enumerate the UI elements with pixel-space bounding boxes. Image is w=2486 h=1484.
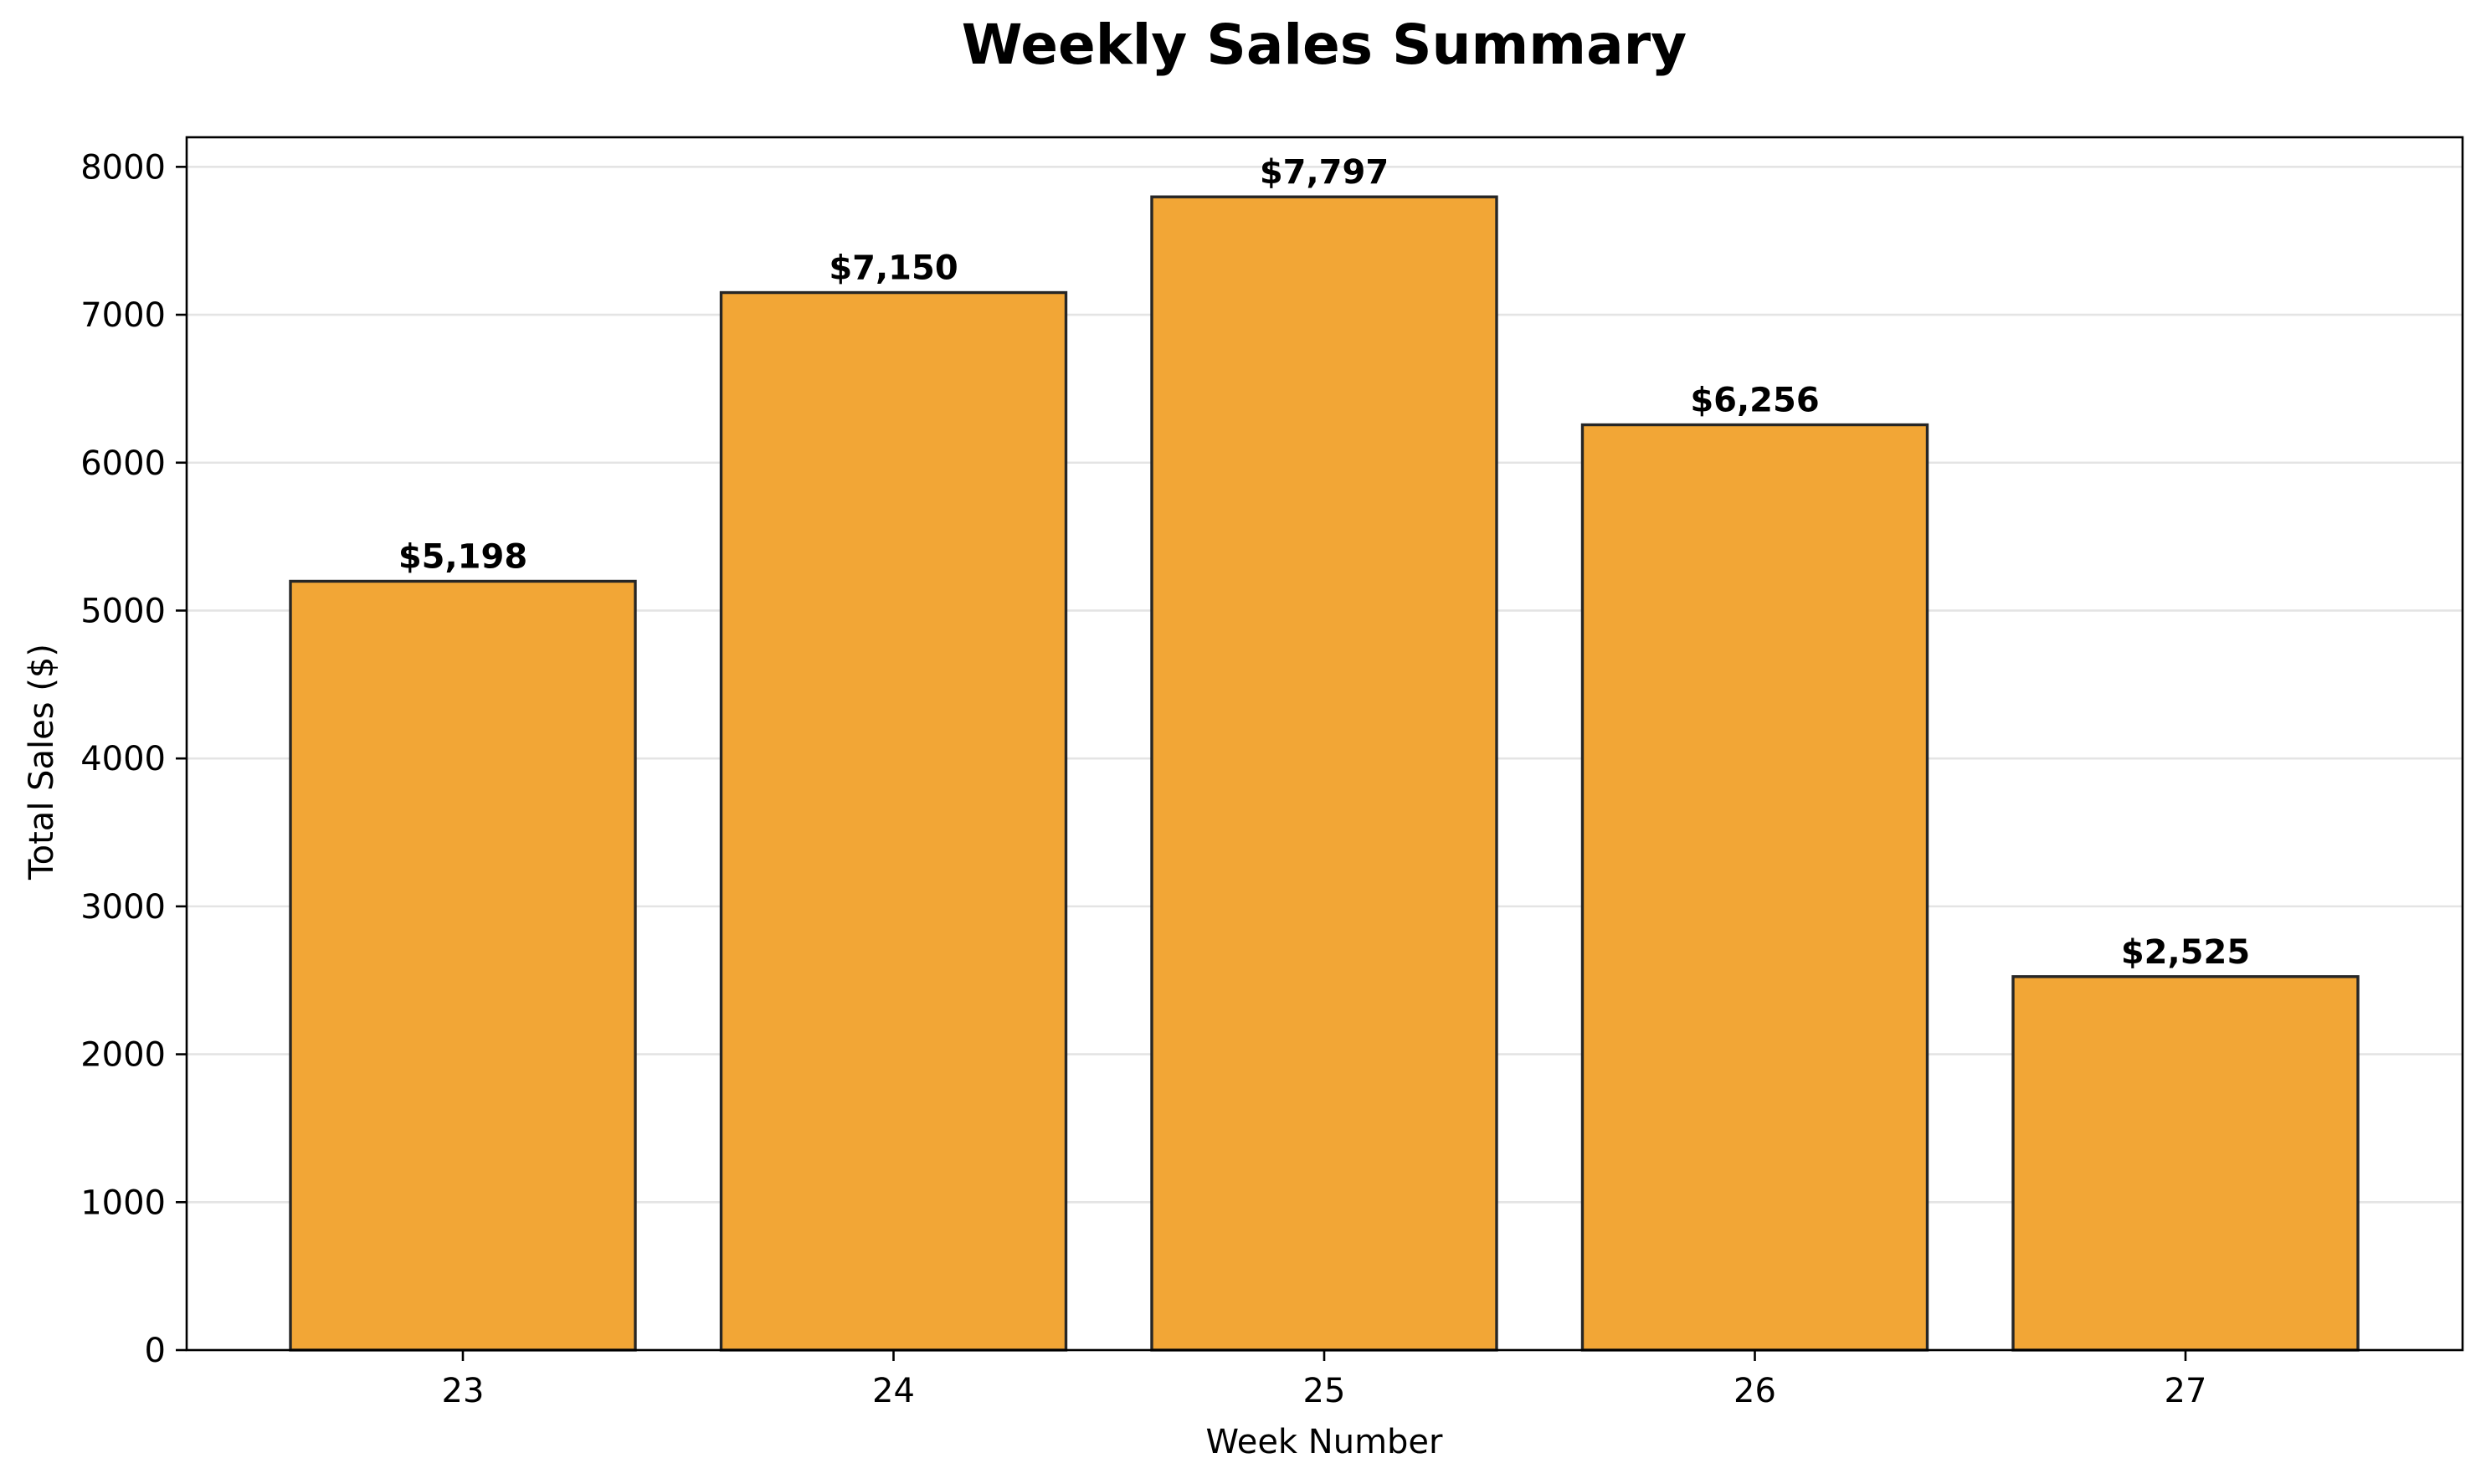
y-tick-label: 3000: [80, 888, 166, 927]
bar-week-23: [289, 579, 637, 1352]
x-tick-label: 23: [442, 1372, 485, 1410]
y-tick-label: 8000: [80, 148, 166, 187]
bar-week-26: [1580, 423, 1929, 1352]
data-label-week-23: $5,198: [398, 537, 527, 576]
y-axis-label: Total Sales ($): [23, 644, 61, 881]
chart-title: Weekly Sales Summary: [962, 13, 1687, 77]
data-label-week-24: $7,150: [829, 249, 958, 288]
x-tick-label: 25: [1303, 1372, 1346, 1410]
bar-week-27: [2011, 975, 2360, 1352]
data-label-week-27: $2,525: [2121, 933, 2250, 972]
y-tick-label: 5000: [80, 592, 166, 630]
bar-week-24: [719, 290, 1068, 1352]
x-tick-label: 24: [872, 1372, 915, 1410]
data-label-week-26: $6,256: [1690, 382, 1819, 420]
y-tick-label: 1000: [80, 1184, 166, 1222]
data-label-week-25: $7,797: [1260, 153, 1389, 192]
y-tick-label: 4000: [80, 740, 166, 778]
y-tick-label: 7000: [80, 296, 166, 335]
x-axis-label: Week Number: [1206, 1423, 1444, 1461]
y-tick-label: 0: [145, 1332, 166, 1370]
x-tick-label: 27: [2165, 1372, 2207, 1410]
bar-week-25: [1150, 195, 1498, 1352]
axis-ticks: 0 1000 2000 3000 4000 5000 6000 7000 8000 23 24 25 2…: [80, 148, 2206, 1410]
bars: [289, 195, 2360, 1352]
y-tick-label: 6000: [80, 444, 166, 483]
x-tick-label: 26: [1734, 1372, 1776, 1410]
y-tick-label: 2000: [80, 1036, 166, 1075]
data-labels: $5,198 $7,150 $7,797 $6,256 $2,525: [398, 153, 2250, 972]
